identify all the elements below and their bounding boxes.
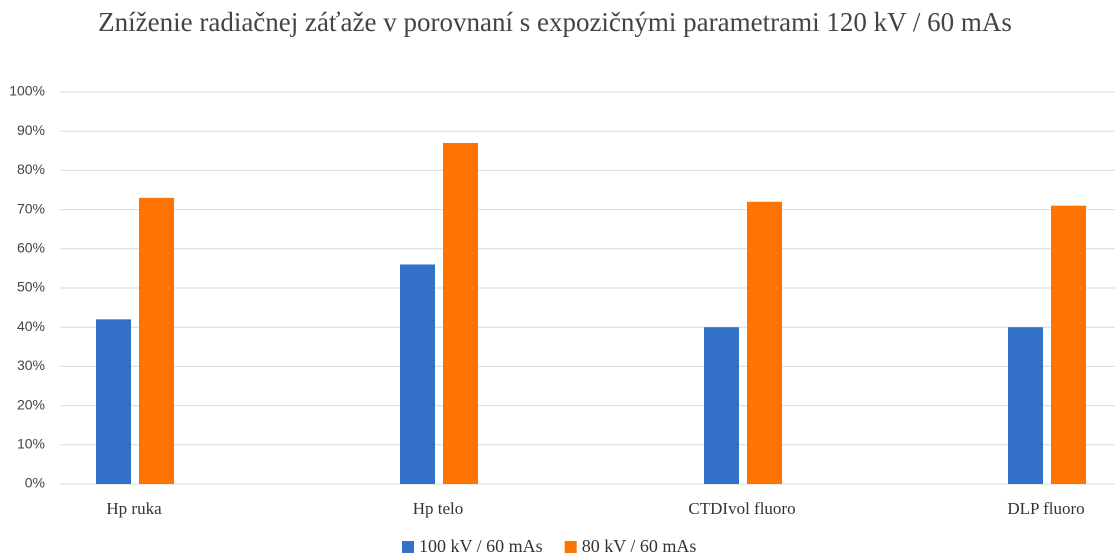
x-tick-label: Hp telo	[413, 499, 464, 518]
y-tick-label: 0%	[25, 475, 45, 491]
bar	[704, 327, 739, 484]
y-tick-label: 90%	[17, 122, 45, 138]
x-tick-label: CTDIvol fluoro	[688, 499, 795, 518]
y-tick-label: 30%	[17, 357, 45, 373]
y-tick-label: 40%	[17, 318, 45, 334]
bar	[400, 264, 435, 484]
bar	[747, 201, 782, 484]
bar	[443, 142, 478, 484]
y-tick-label: 100%	[9, 83, 45, 99]
x-tick-label: DLP fluoro	[1007, 499, 1084, 518]
bar	[1008, 327, 1043, 484]
legend-label: 80 kV / 60 mAs	[582, 536, 697, 556]
legend-label: 100 kV / 60 mAs	[419, 536, 543, 556]
y-tick-label: 20%	[17, 396, 45, 412]
y-tick-label: 70%	[17, 200, 45, 216]
y-tick-label: 80%	[17, 161, 45, 177]
legend-swatch	[564, 541, 577, 553]
y-tick-label: 10%	[17, 436, 45, 452]
chart-title: Zníženie radiačnej záťaže v porovnaní s …	[98, 7, 1012, 37]
y-tick-label: 60%	[17, 240, 45, 256]
bar	[96, 319, 131, 484]
x-tick-label: Hp ruka	[106, 499, 162, 518]
bar	[1051, 205, 1086, 484]
bar	[139, 197, 174, 484]
y-tick-label: 50%	[17, 279, 45, 295]
legend-swatch	[402, 541, 414, 553]
